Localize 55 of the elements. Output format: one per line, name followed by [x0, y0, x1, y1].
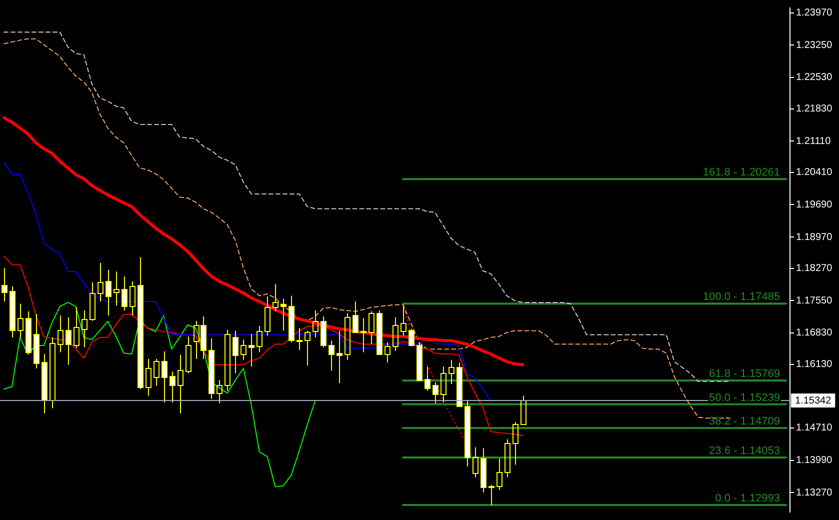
y-tick-label: 1.22530 [796, 72, 833, 84]
candlestick [448, 359, 454, 385]
y-tick-label: 1.16830 [796, 328, 833, 339]
y-tick-label: 1.18270 [796, 263, 833, 274]
y-tick-label: 1.13990 [796, 455, 833, 466]
candlestick [496, 458, 502, 490]
candlestick [130, 280, 136, 316]
candlestick [512, 422, 518, 466]
y-tick-label: 1.18970 [796, 232, 833, 243]
candlestick [90, 282, 96, 322]
ref-line-label: 1.15342 [795, 395, 832, 406]
y-tick-label: 1.19690 [796, 199, 833, 210]
candlestick [98, 262, 104, 302]
candlestick [186, 336, 192, 374]
candlestick [504, 438, 510, 478]
y-tick-label: 1.13270 [796, 487, 833, 498]
candlestick [240, 339, 246, 360]
candlestick [344, 312, 350, 360]
candlestick [264, 296, 270, 336]
series-label: 38.2 - 1.14709 [709, 416, 780, 428]
candlestick [50, 336, 56, 409]
y-tick-label: 1.21110 [796, 136, 832, 147]
y-tick-label: 1.17550 [796, 295, 833, 306]
candlestick [472, 446, 478, 478]
candlestick [440, 366, 446, 403]
series-label: 161.8 - 1.20261 [702, 166, 780, 179]
candlestick [58, 314, 64, 353]
candlestick [146, 358, 152, 396]
y-tick-label: 1.14710 [796, 422, 833, 434]
y-tick-label: 1.20410 [796, 167, 833, 178]
candlestick [312, 310, 318, 338]
candlestick [216, 380, 222, 404]
series-label: 50.0 - 1.15239 [709, 392, 780, 404]
candlestick [384, 342, 390, 364]
candlestick [18, 303, 24, 338]
candlestick [154, 358, 160, 386]
candlestick [400, 304, 406, 336]
series-label: 23.6 - 1.14053 [709, 444, 780, 457]
y-tick-label: 1.16130 [796, 359, 833, 370]
candlestick [304, 330, 310, 366]
candlestick [224, 329, 230, 392]
y-tick-label: 1.23250 [796, 40, 833, 51]
candlestick [114, 271, 120, 306]
series-label: 61.8 - 1.15769 [709, 368, 780, 380]
candlestick [74, 306, 80, 349]
candlestick [392, 316, 398, 352]
candlestick [256, 325, 262, 353]
candlestick [368, 310, 374, 345]
y-tick-label: 1.23970 [796, 8, 833, 19]
y-tick-label: 1.21830 [796, 104, 833, 115]
series-label: 100.0 - 1.17485 [702, 291, 780, 304]
series-label: 0.0 - 1.12993 [715, 492, 780, 504]
candlestick [272, 284, 278, 312]
candlestick [82, 310, 88, 348]
candlestick [178, 354, 184, 414]
